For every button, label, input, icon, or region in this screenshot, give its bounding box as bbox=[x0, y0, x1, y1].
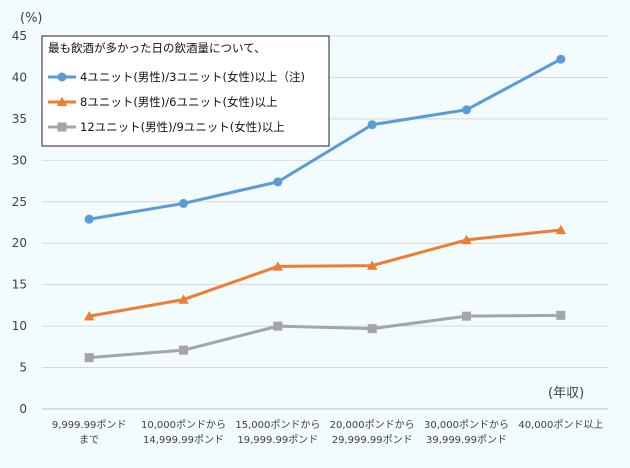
legend-item-3: 12ユニット(男性)/9ユニット(女性)以上 bbox=[48, 120, 285, 134]
y-tick-label: 35 bbox=[12, 112, 27, 126]
data-point bbox=[83, 310, 95, 321]
x-tick-label: 9,999.99ポンド bbox=[52, 419, 127, 431]
legend: 最も飲酒が多かった日の飲酒量について、 4ユニット(男性)/3ユニット(女性)以… bbox=[41, 35, 330, 147]
data-point bbox=[367, 120, 377, 130]
y-tick-label: 45 bbox=[12, 29, 27, 43]
series-1 bbox=[84, 54, 566, 224]
data-point bbox=[84, 353, 94, 363]
data-point bbox=[273, 321, 283, 331]
x-tick-label: 29,999.99ポンド bbox=[332, 434, 413, 446]
data-point bbox=[178, 294, 189, 304]
x-tick-label: 39,999.99ポンド bbox=[426, 434, 507, 446]
series-line bbox=[87, 313, 563, 360]
legend-swatch-marker bbox=[56, 96, 68, 107]
x-tick-label: まで bbox=[79, 434, 99, 446]
data-point bbox=[461, 234, 472, 245]
y-tick-label: 0 bbox=[19, 402, 27, 416]
data-point bbox=[273, 177, 283, 187]
data-point bbox=[366, 260, 378, 270]
data-point bbox=[84, 214, 94, 224]
series-3 bbox=[84, 310, 566, 363]
data-point bbox=[272, 261, 284, 271]
y-axis-ticks: 0 5 10 15 20 25 30 35 40 45 bbox=[12, 29, 27, 416]
legend-label: 4ユニット(男性)/3ユニット(女性)以上（注) bbox=[80, 70, 305, 84]
x-tick-label: 30,000ポンドから bbox=[424, 419, 509, 431]
y-tick-label: 40 bbox=[12, 70, 27, 84]
x-tick-label: 40,000ポンド以上 bbox=[518, 419, 603, 431]
series-line bbox=[87, 57, 563, 221]
data-point bbox=[367, 324, 377, 334]
legend-item-2: 8ユニット(男性)/6ユニット(女性)以上 bbox=[48, 95, 277, 109]
legend-items: 4ユニット(男性)/3ユニット(女性)以上（注) 8ユニット(男性)/6ユニット(… bbox=[48, 70, 305, 134]
legend-title: 最も飲酒が多かった日の飲酒量について、 bbox=[48, 41, 266, 55]
x-tick-label: 15,000ポンドから bbox=[235, 419, 320, 431]
data-point bbox=[556, 310, 566, 320]
legend-swatch-marker bbox=[57, 72, 67, 82]
legend-item-1: 4ユニット(男性)/3ユニット(女性)以上（注) bbox=[48, 70, 305, 84]
y-tick-label: 25 bbox=[12, 195, 27, 209]
data-point bbox=[462, 105, 471, 115]
data-point bbox=[462, 311, 471, 321]
y-tick-label: 10 bbox=[12, 319, 27, 333]
y-axis-unit-label: (%) bbox=[20, 11, 43, 26]
x-tick-label: 14,999.99ポンド bbox=[143, 434, 224, 446]
data-point bbox=[179, 198, 188, 208]
x-axis-unit-label: (年収) bbox=[548, 386, 584, 401]
legend-box bbox=[41, 35, 330, 147]
y-tick-label: 5 bbox=[19, 361, 27, 375]
data-point bbox=[179, 345, 188, 355]
y-tick-label: 15 bbox=[12, 278, 27, 292]
series-layer bbox=[83, 54, 567, 363]
data-point bbox=[555, 224, 567, 235]
data-point bbox=[556, 54, 566, 64]
y-tick-label: 20 bbox=[12, 236, 27, 250]
y-tick-label: 30 bbox=[12, 153, 27, 167]
x-tick-label: 20,000ポンドから bbox=[330, 419, 415, 431]
x-tick-label: 19,999.99ポンド bbox=[237, 434, 318, 446]
legend-swatch-marker bbox=[57, 122, 67, 132]
legend-label: 12ユニット(男性)/9ユニット(女性)以上 bbox=[80, 120, 285, 134]
series-line bbox=[87, 228, 563, 318]
x-tick-label: 10,000ポンドから bbox=[141, 419, 226, 431]
series-2 bbox=[83, 224, 567, 321]
legend-label: 8ユニット(男性)/6ユニット(女性)以上 bbox=[80, 95, 277, 109]
